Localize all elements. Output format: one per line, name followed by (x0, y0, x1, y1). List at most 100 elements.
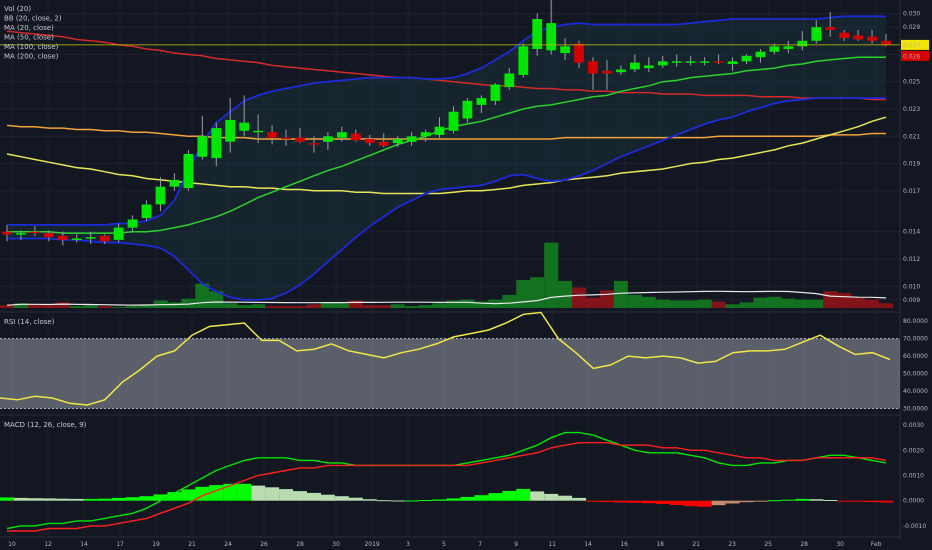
candle-body (350, 133, 361, 141)
x-tick-label: 11 (548, 541, 556, 548)
volume-bar (809, 299, 824, 308)
volume-bar (879, 303, 893, 308)
volume-ma-line (6, 290, 887, 306)
volume-bar (683, 300, 698, 308)
candle-body (323, 136, 333, 142)
candle-body (225, 119, 236, 142)
candle-body (588, 61, 598, 74)
candle-body (504, 73, 515, 88)
macd-tick-label: -0.0010 (903, 523, 926, 530)
legend-entry: Vol (20) (4, 5, 31, 13)
macd-histogram-bar (725, 500, 740, 504)
candle-body (769, 46, 780, 52)
volume-bar (753, 297, 768, 308)
candle-body (197, 136, 208, 157)
candle-body (853, 35, 863, 40)
candle-body (476, 98, 487, 105)
macd-histogram-bar (488, 493, 503, 501)
volume-bar (739, 302, 754, 308)
volume-bar (237, 305, 252, 308)
volume-bar (697, 299, 712, 308)
bb-upper-line (7, 15, 886, 226)
candle-body (727, 61, 738, 64)
signal-line (7, 442, 887, 532)
candle-body (741, 55, 752, 62)
macd-histogram-bar (711, 500, 726, 506)
volume-bar (265, 306, 280, 308)
macd-histogram-bar (0, 497, 14, 501)
x-tick-label: 30 (836, 541, 844, 548)
candle-body (16, 233, 26, 235)
macd-histogram-bar (320, 494, 335, 501)
macd-histogram-bar (544, 493, 559, 501)
x-tick-label: 17 (116, 541, 124, 548)
candle-body (127, 219, 138, 228)
macd-histogram-bar (809, 499, 824, 501)
last-price-tag (901, 39, 929, 50)
macd-histogram-bar (362, 499, 377, 501)
macd-histogram-bar (237, 483, 252, 501)
macd-histogram-bar (669, 500, 684, 505)
macd-histogram-bar (83, 498, 98, 501)
candle-body (630, 62, 640, 70)
macd-histogram-bar (516, 488, 531, 501)
candle-body (671, 61, 682, 63)
volume-bar (334, 303, 349, 308)
rsi-tick-label: 70.0000 (903, 336, 928, 343)
candle-body (253, 130, 263, 133)
macd-histogram-bar (460, 496, 475, 501)
x-tick-label: 21 (692, 541, 700, 548)
volume-bar (181, 298, 196, 308)
candle-body (267, 132, 277, 138)
macd-histogram-bar (781, 499, 796, 501)
macd-tick-label: 0.0010 (903, 472, 924, 479)
candle-body (574, 43, 584, 63)
price-tick-label: 0.030 (903, 11, 920, 18)
macd-histogram-bar (865, 500, 880, 502)
x-tick-label: 12 (44, 541, 52, 548)
volume-bar (558, 280, 573, 308)
macd-histogram-bar (334, 496, 349, 501)
volume-bar (55, 302, 70, 308)
macd-histogram-bar (279, 489, 294, 501)
ma50-line (6, 116, 887, 195)
volume-bar (390, 304, 405, 308)
volume-bar (669, 300, 684, 308)
candle-body (713, 61, 724, 63)
volume-bar (613, 280, 628, 308)
volume-bar (572, 287, 587, 308)
candle-body (518, 46, 529, 75)
candle-body (30, 231, 40, 234)
candle-body (657, 61, 668, 66)
volume-bar (0, 305, 14, 308)
candle-body (881, 40, 891, 45)
volume-bar (97, 306, 112, 308)
ma100-line (6, 124, 886, 140)
macd-histogram-bar (641, 500, 656, 504)
rsi-line (0, 311, 891, 406)
x-tick-label: 28 (800, 541, 808, 548)
macd-tick-label: 0.0020 (903, 447, 924, 454)
volume-bar (41, 305, 56, 308)
rsi-tick-label: 40.0000 (903, 388, 928, 395)
macd-histogram-bar (418, 500, 433, 501)
volume-bar (781, 298, 796, 308)
macd-histogram-bar (683, 500, 698, 507)
candle-body (685, 61, 696, 63)
macd-histogram-bar (753, 500, 768, 502)
bb-lower-line (7, 97, 886, 301)
macd-histogram-bar (739, 500, 754, 503)
x-tick-label: 3 (406, 541, 410, 548)
candle-body (85, 237, 96, 239)
volume-bar (865, 299, 880, 308)
volume-bar (83, 305, 98, 308)
candle-body (44, 233, 54, 238)
candle-body (281, 137, 291, 140)
volume-bar (293, 306, 307, 308)
x-tick-label: 19 (152, 541, 160, 548)
candle-body (57, 235, 68, 240)
x-tick-label: 25 (764, 541, 772, 548)
candle-body (867, 36, 877, 41)
macd-histogram-bar (55, 498, 70, 501)
volume-bar (544, 242, 559, 308)
